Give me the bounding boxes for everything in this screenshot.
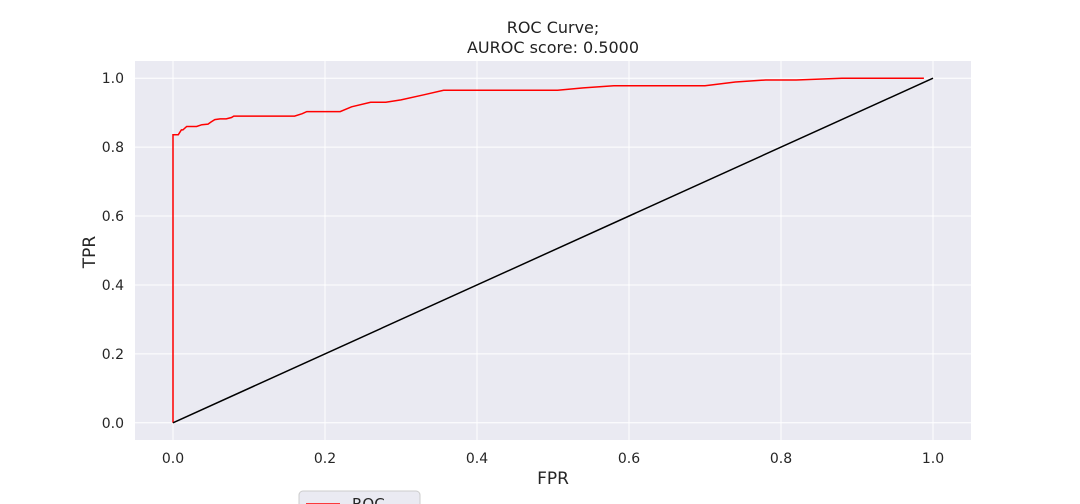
y-tick-label: 0.2 (102, 347, 124, 363)
x-tick-label: 0.2 (314, 451, 336, 467)
y-tick-labels: 0.0 0.2 0.4 0.6 0.8 1.0 (102, 71, 124, 432)
x-tick-label: 0.4 (466, 451, 488, 467)
grid-lines (135, 61, 971, 440)
y-tick-label: 0.0 (102, 416, 124, 432)
y-tick-label: 0.6 (102, 209, 124, 225)
x-tick-label: 0.0 (162, 451, 184, 467)
chart-title-line-1: ROC Curve; (507, 18, 600, 37)
x-tick-label: 1.0 (922, 451, 944, 467)
legend-label-roc: ROC (352, 495, 385, 504)
y-tick-label: 0.4 (102, 278, 124, 294)
reference-diagonal-line (172, 77, 934, 424)
series-layer (172, 77, 934, 424)
y-tick-label: 0.8 (102, 140, 124, 156)
legend: ROC (298, 490, 421, 504)
y-axis-label: TPR (80, 236, 100, 270)
chart-title-line-2: AUROC score: 0.5000 (467, 38, 639, 57)
x-tick-label: 0.8 (770, 451, 792, 467)
y-tick-label: 1.0 (102, 71, 124, 87)
legend-box (298, 490, 421, 504)
series-line-roc (172, 77, 924, 423)
x-axis-label: FPR (537, 469, 569, 489)
x-tick-labels: 0.0 0.2 0.4 0.6 0.8 1.0 (162, 451, 944, 467)
x-tick-label: 0.6 (618, 451, 640, 467)
